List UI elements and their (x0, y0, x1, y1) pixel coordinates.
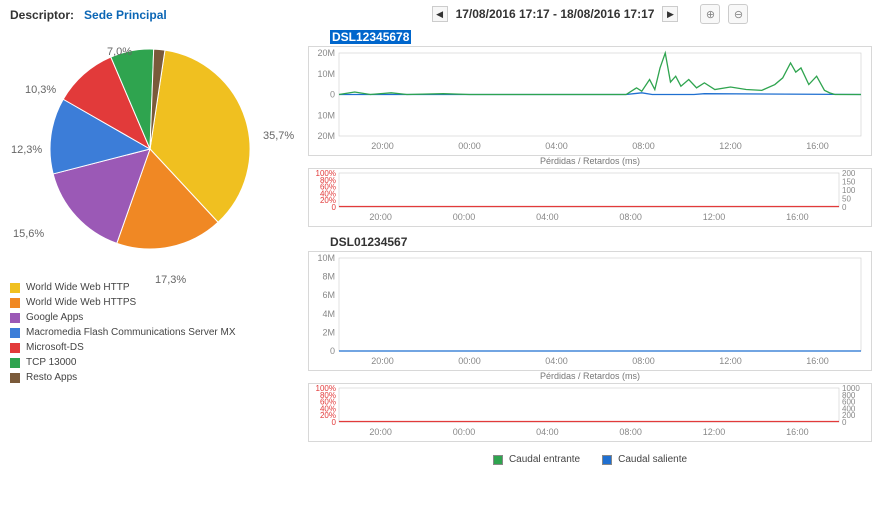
legend-label: Google Apps (26, 312, 83, 323)
svg-text:12:00: 12:00 (719, 356, 742, 366)
dsl-title[interactable]: DSL12345678 (330, 30, 411, 44)
next-range-button[interactable]: ▶ (662, 6, 678, 22)
legend-item[interactable]: Resto Apps (10, 372, 290, 383)
svg-text:10M: 10M (317, 253, 335, 263)
legend-label: TCP 13000 (26, 357, 76, 368)
pie-pct-label: 12,3% (11, 144, 42, 156)
svg-text:10M: 10M (317, 69, 335, 79)
legend-item[interactable]: World Wide Web HTTPS (10, 297, 290, 308)
pie-pct-label: 35,7% (263, 130, 294, 142)
svg-text:16:00: 16:00 (786, 427, 809, 437)
svg-text:20M: 20M (317, 131, 335, 141)
svg-text:0: 0 (330, 90, 335, 100)
descriptor-link[interactable]: Sede Principal (84, 8, 167, 22)
legend-label: Resto Apps (26, 372, 77, 383)
pie-pct-label: 15,6% (13, 228, 44, 240)
legend-label: Caudal saliente (618, 454, 687, 465)
legend-swatch (10, 373, 20, 383)
svg-text:0: 0 (842, 203, 847, 212)
dsl-title[interactable]: DSL01234567 (330, 235, 872, 249)
legend-swatch (10, 313, 20, 323)
legend-item[interactable]: Macromedia Flash Communications Server M… (10, 327, 290, 338)
svg-text:16:00: 16:00 (806, 141, 829, 151)
svg-text:16:00: 16:00 (806, 356, 829, 366)
loss-chart: 100%80%60%40%20%020015010050020:0000:000… (308, 168, 872, 227)
svg-text:0: 0 (332, 418, 337, 427)
zoom-out-button[interactable]: ⊖ (728, 4, 748, 24)
traffic-chart: 10M 8M 6M 4M 2M 0 20:00 00:00 04:00 08:00 12:00 16:… (308, 251, 872, 371)
legend-swatch (10, 283, 20, 293)
svg-text:0: 0 (332, 203, 337, 212)
legend-label: Macromedia Flash Communications Server M… (26, 327, 236, 338)
svg-text:08:00: 08:00 (619, 427, 642, 437)
legend-swatch (10, 343, 20, 353)
legend-swatch (10, 328, 20, 338)
legend-swatch (10, 298, 20, 308)
loss-chart: 100%80%60%40%20%01000800600400200020:000… (308, 383, 872, 442)
time-range-bar: ◀ 17/08/2016 17:17 - 18/08/2016 17:17 ▶ … (308, 4, 872, 24)
svg-text:20:00: 20:00 (369, 212, 392, 222)
legend-item[interactable]: Microsoft-DS (10, 342, 290, 353)
prev-range-button[interactable]: ◀ (432, 6, 448, 22)
legend-label: Caudal entrante (509, 454, 580, 465)
svg-text:04:00: 04:00 (545, 356, 568, 366)
time-range-text: 17/08/2016 17:17 - 18/08/2016 17:17 (456, 7, 655, 21)
svg-text:20:00: 20:00 (369, 427, 392, 437)
svg-text:0: 0 (330, 346, 335, 356)
loss-subtitle: Pérdidas / Retardos (ms) (308, 156, 872, 166)
traffic-legend: Caudal entrante Caudal saliente (308, 454, 872, 469)
pie-legend: World Wide Web HTTP World Wide Web HTTPS G… (10, 282, 290, 383)
svg-text:16:00: 16:00 (786, 212, 809, 222)
legend-swatch (10, 358, 20, 368)
legend-item[interactable]: TCP 13000 (10, 357, 290, 368)
pie-pct-label: 7,0% (107, 46, 132, 58)
traffic-chart: 20M 10M 0 10M 20M 20:00 00:00 04:00 08:00 12:00 16… (308, 46, 872, 156)
svg-text:20:00: 20:00 (371, 356, 394, 366)
svg-text:08:00: 08:00 (632, 141, 655, 151)
legend-item[interactable]: Google Apps (10, 312, 290, 323)
traffic-legend-item: Caudal entrante (493, 454, 580, 465)
legend-swatch (493, 455, 503, 465)
series-caudal-entrante (339, 53, 861, 95)
pie-pct-label: 17,3% (155, 274, 186, 286)
svg-text:12:00: 12:00 (719, 141, 742, 151)
svg-text:20M: 20M (317, 48, 335, 58)
descriptor-label: Descriptor: (10, 8, 74, 22)
pie-chart: 35,7%17,3%15,6%12,3%10,3%7,0% (35, 34, 265, 264)
svg-text:8M: 8M (322, 272, 335, 282)
svg-text:00:00: 00:00 (453, 427, 476, 437)
descriptor-row: Descriptor: Sede Principal (10, 8, 290, 22)
svg-text:04:00: 04:00 (545, 141, 568, 151)
pie-pct-label: 10,3% (25, 84, 56, 96)
svg-text:2M: 2M (322, 327, 335, 337)
svg-text:0: 0 (842, 418, 847, 427)
svg-text:04:00: 04:00 (536, 212, 559, 222)
svg-text:00:00: 00:00 (458, 141, 481, 151)
legend-item[interactable]: World Wide Web HTTP (10, 282, 290, 293)
svg-text:10M: 10M (317, 110, 335, 120)
svg-text:12:00: 12:00 (703, 212, 726, 222)
svg-text:00:00: 00:00 (458, 356, 481, 366)
svg-text:6M: 6M (322, 290, 335, 300)
svg-text:4M: 4M (322, 309, 335, 319)
svg-text:08:00: 08:00 (619, 212, 642, 222)
loss-subtitle: Pérdidas / Retardos (ms) (308, 371, 872, 381)
svg-text:00:00: 00:00 (453, 212, 476, 222)
svg-text:20:00: 20:00 (371, 141, 394, 151)
zoom-in-button[interactable]: ⊕ (700, 4, 720, 24)
legend-swatch (602, 455, 612, 465)
svg-text:12:00: 12:00 (703, 427, 726, 437)
svg-text:04:00: 04:00 (536, 427, 559, 437)
legend-label: Microsoft-DS (26, 342, 84, 353)
legend-label: World Wide Web HTTPS (26, 297, 136, 308)
traffic-legend-item: Caudal saliente (602, 454, 687, 465)
legend-label: World Wide Web HTTP (26, 282, 130, 293)
svg-text:08:00: 08:00 (632, 356, 655, 366)
